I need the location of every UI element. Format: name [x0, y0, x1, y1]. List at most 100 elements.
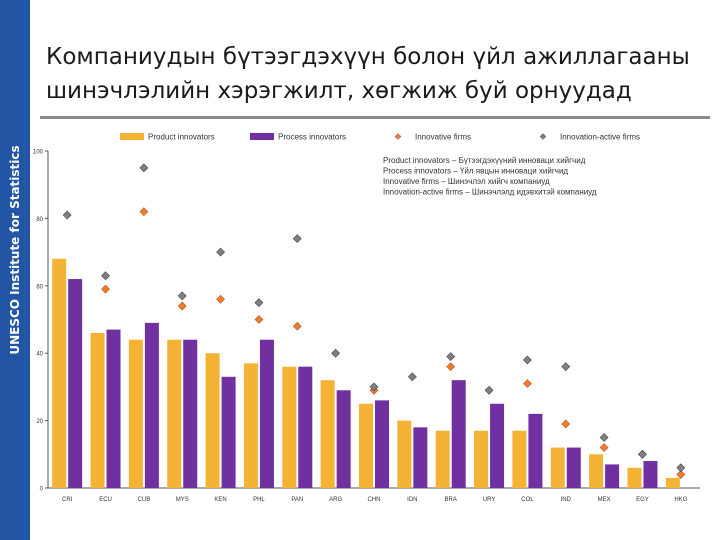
bar-product-innovators	[474, 430, 489, 488]
x-tick-label: EGY	[636, 497, 649, 503]
bar-process-innovators	[144, 322, 159, 488]
annotation-line: Product innovators – Бүтээгдэхүүний инно…	[383, 156, 586, 165]
x-tick-label: ARG	[329, 497, 342, 503]
bar-process-innovators	[259, 339, 274, 488]
bar-process-innovators	[183, 339, 198, 488]
bar-product-innovators	[52, 258, 67, 488]
legend-label: Innovation-active firms	[560, 133, 640, 142]
bar-process-innovators	[413, 427, 428, 488]
bar-product-innovators	[627, 467, 642, 488]
bar-product-innovators	[205, 353, 220, 488]
bar-product-innovators	[320, 380, 335, 488]
marker-innovation-active-firms	[561, 362, 571, 372]
bar-product-innovators	[167, 339, 182, 488]
x-tick-label: CRI	[62, 497, 73, 503]
legend-marker	[394, 133, 402, 140]
marker-innovative-firms	[676, 470, 686, 479]
marker-innovation-active-firms	[446, 352, 456, 361]
marker-innovative-firms	[522, 379, 532, 388]
bar-process-innovators	[106, 329, 121, 488]
x-tick-label: URY	[483, 497, 496, 503]
x-tick-label: KEN	[214, 497, 226, 503]
annotation-line: Process innovators – Үйл явцын инноваци …	[383, 167, 568, 176]
bar-product-innovators	[90, 332, 105, 488]
legend-swatch	[250, 133, 274, 140]
title-line-1: Компаниудын бүтээгдэхүүн болон үйл ажилл…	[46, 44, 690, 70]
bar-process-innovators	[451, 380, 466, 488]
marker-innovative-firms	[561, 419, 571, 429]
bar-process-innovators	[605, 464, 620, 488]
title-divider	[40, 116, 710, 119]
bar-process-innovators	[336, 390, 351, 488]
marker-innovation-active-firms	[139, 163, 149, 173]
bar-process-innovators	[643, 461, 658, 488]
x-tick-label: MYS	[176, 497, 189, 503]
marker-innovation-active-firms	[101, 271, 110, 281]
x-tick-label: HKG	[674, 497, 687, 503]
y-tick-label: 40	[36, 352, 43, 358]
marker-innovation-active-firms	[62, 210, 72, 220]
marker-innovation-active-firms	[292, 234, 302, 244]
bar-process-innovators	[375, 400, 389, 488]
bar-process-innovators	[528, 413, 543, 488]
marker-innovative-firms	[599, 443, 609, 452]
bar-product-innovators	[397, 420, 412, 488]
legend-label: Process innovators	[278, 133, 346, 142]
marker-innovation-active-firms	[216, 247, 226, 257]
x-tick-label: COL	[521, 497, 534, 503]
x-tick-label: ECU	[99, 497, 112, 503]
x-tick-label: PAN	[291, 497, 303, 503]
marker-innovation-active-firms	[331, 348, 341, 358]
bar-product-innovators	[512, 430, 527, 488]
bar-product-innovators	[550, 447, 565, 488]
marker-innovation-active-firms	[484, 385, 494, 395]
bar-process-innovators	[566, 447, 581, 488]
bar-product-innovators	[243, 363, 258, 488]
side-bar: UNESCO Institute for Statistics	[0, 0, 30, 540]
bar-product-innovators	[359, 403, 373, 488]
marker-innovative-firms	[254, 315, 264, 324]
bar-process-innovators	[490, 403, 505, 488]
annotation-line: Innovative firms – Шинэчлэл хийгч компан…	[383, 177, 550, 186]
x-tick-label: BRA	[445, 497, 457, 503]
legend-marker	[539, 133, 547, 140]
marker-innovative-firms	[139, 207, 149, 217]
marker-innovation-active-firms	[522, 355, 532, 365]
marker-innovation-active-firms	[369, 382, 379, 392]
bar-process-innovators	[298, 366, 313, 488]
x-tick-label: CUB	[138, 497, 151, 503]
innovation-chart: 0 20 40 60 80 100 CRI ECU CUB MYS KEN PHL PAN ARG CHN I…	[33, 133, 700, 503]
x-tick-label: IDN	[407, 497, 417, 503]
marker-innovation-active-firms	[676, 463, 686, 473]
bar-process-innovators	[68, 279, 83, 488]
legend-label: Innovative firms	[415, 133, 471, 142]
x-tick-label: MEX	[598, 497, 611, 503]
bar-product-innovators	[665, 477, 680, 488]
y-tick-label: 80	[36, 217, 43, 223]
marker-innovation-active-firms	[407, 372, 417, 382]
y-tick-label: 0	[40, 487, 44, 493]
x-tick-label: PHL	[253, 497, 265, 503]
bar-product-innovators	[128, 339, 143, 488]
legend-swatch	[120, 133, 144, 140]
legend-label: Product innovators	[148, 133, 215, 142]
bar-process-innovators	[221, 376, 236, 488]
marker-innovative-firms	[177, 301, 187, 311]
bar-product-innovators	[589, 454, 604, 488]
marker-innovation-active-firms	[177, 291, 187, 301]
y-tick-label: 60	[36, 284, 43, 290]
bar-product-innovators	[282, 366, 297, 488]
marker-innovation-active-firms	[638, 449, 647, 459]
marker-innovative-firms	[101, 284, 110, 294]
page-title: Компаниудын бүтээгдэхүүн болон үйл ажилл…	[46, 40, 706, 108]
marker-innovative-firms	[446, 362, 456, 372]
x-tick-label: IND	[561, 497, 572, 503]
x-tick-label: CHN	[368, 497, 381, 503]
y-tick-label: 100	[33, 150, 44, 156]
y-tick-label: 20	[36, 419, 43, 425]
marker-innovative-firms	[292, 321, 302, 331]
annotation-line: Innovation-active firms – Шинэчлэлд идэв…	[383, 188, 597, 197]
marker-innovation-active-firms	[254, 298, 264, 308]
marker-innovative-firms	[216, 294, 226, 304]
side-label: UNESCO Institute for Statistics	[8, 145, 22, 355]
